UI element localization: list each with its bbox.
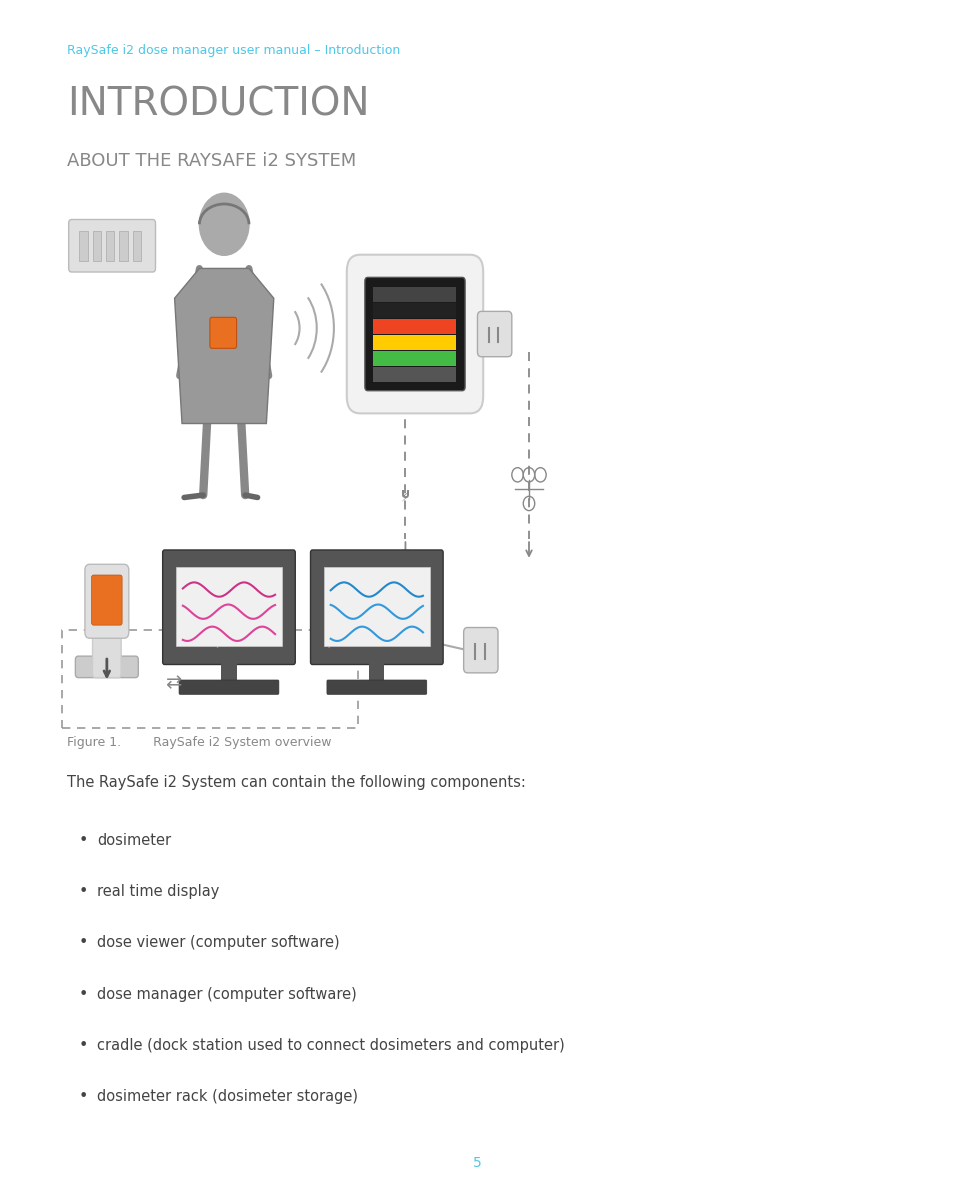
FancyBboxPatch shape	[210, 317, 236, 348]
Text: dose manager (computer software): dose manager (computer software)	[97, 987, 356, 1002]
FancyBboxPatch shape	[374, 288, 456, 302]
FancyBboxPatch shape	[69, 220, 155, 272]
FancyBboxPatch shape	[374, 367, 456, 382]
FancyBboxPatch shape	[92, 611, 121, 678]
Text: real time display: real time display	[97, 884, 219, 900]
Text: ⇄: ⇄	[165, 673, 182, 692]
FancyBboxPatch shape	[327, 680, 426, 694]
FancyBboxPatch shape	[91, 575, 122, 625]
Polygon shape	[174, 268, 274, 424]
FancyBboxPatch shape	[374, 320, 456, 334]
Text: INTRODUCTION: INTRODUCTION	[67, 86, 369, 124]
Text: cradle (dock station used to connect dosimeters and computer): cradle (dock station used to connect dos…	[97, 1038, 564, 1053]
FancyBboxPatch shape	[374, 335, 456, 351]
FancyBboxPatch shape	[364, 278, 465, 391]
FancyBboxPatch shape	[311, 550, 442, 665]
FancyBboxPatch shape	[463, 628, 497, 673]
FancyBboxPatch shape	[221, 660, 236, 684]
Text: 5: 5	[472, 1156, 481, 1170]
FancyBboxPatch shape	[132, 231, 141, 261]
Text: dosimeter: dosimeter	[97, 833, 172, 848]
FancyBboxPatch shape	[79, 231, 88, 261]
FancyBboxPatch shape	[92, 231, 101, 261]
FancyBboxPatch shape	[369, 660, 384, 684]
FancyBboxPatch shape	[176, 567, 281, 645]
FancyBboxPatch shape	[179, 680, 278, 694]
FancyBboxPatch shape	[476, 311, 511, 357]
Text: •: •	[78, 935, 88, 951]
FancyBboxPatch shape	[106, 231, 114, 261]
FancyBboxPatch shape	[346, 255, 482, 414]
FancyBboxPatch shape	[162, 550, 295, 665]
Text: U: U	[400, 490, 410, 500]
FancyBboxPatch shape	[85, 564, 129, 638]
Circle shape	[199, 193, 249, 255]
Text: ⚡: ⚡	[400, 492, 410, 503]
Text: dosimeter rack (dosimeter storage): dosimeter rack (dosimeter storage)	[97, 1089, 358, 1105]
Text: ABOUT THE RAYSAFE i2 SYSTEM: ABOUT THE RAYSAFE i2 SYSTEM	[67, 152, 355, 169]
Text: •: •	[78, 987, 88, 1002]
FancyBboxPatch shape	[324, 567, 429, 645]
FancyBboxPatch shape	[119, 231, 128, 261]
Text: •: •	[78, 833, 88, 848]
Text: •: •	[78, 1038, 88, 1053]
FancyBboxPatch shape	[374, 352, 456, 366]
Text: •: •	[78, 884, 88, 900]
Text: •: •	[78, 1089, 88, 1105]
Text: The RaySafe i2 System can contain the following components:: The RaySafe i2 System can contain the fo…	[67, 775, 525, 791]
Text: dose viewer (computer software): dose viewer (computer software)	[97, 935, 339, 951]
FancyBboxPatch shape	[374, 303, 456, 317]
FancyBboxPatch shape	[75, 656, 138, 678]
Text: RaySafe i2 dose manager user manual – Introduction: RaySafe i2 dose manager user manual – In…	[67, 44, 399, 57]
Text: Figure 1.        RaySafe i2 System overview: Figure 1. RaySafe i2 System overview	[67, 736, 331, 749]
